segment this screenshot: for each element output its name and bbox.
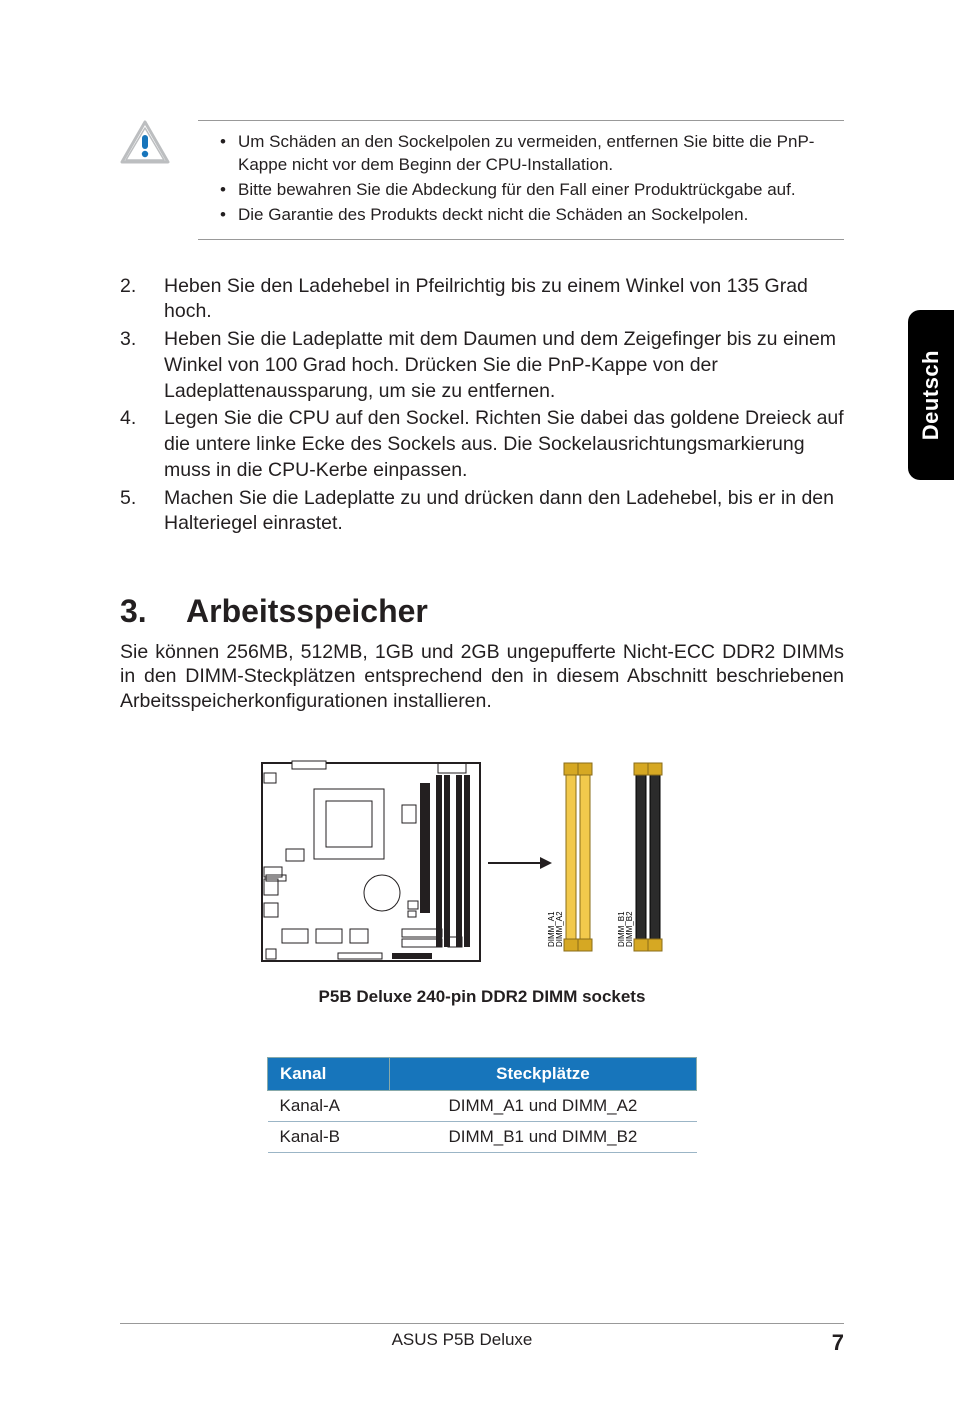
section-lead: Sie können 256MB, 512MB, 1GB und 2GB ung… [120, 640, 844, 713]
warning-icon [120, 120, 170, 166]
step-text: Heben Sie den Ladehebel in Pfeilrichtig … [164, 274, 844, 325]
footer-page-number: 7 [804, 1330, 844, 1356]
table-cell: DIMM_B1 und DIMM_B2 [389, 1122, 696, 1153]
table-cell: Kanal-A [268, 1091, 390, 1122]
table-header-slots: Steckplätze [389, 1058, 696, 1091]
table-row: Kanal-A DIMM_A1 und DIMM_A2 [268, 1091, 697, 1122]
dimm-label-b2: DIMM_B2 [625, 911, 634, 947]
warning-item: Bitte bewahren Sie die Abdeckung für den… [220, 179, 844, 202]
section-number: 3. [120, 593, 186, 630]
warning-text: Um Schäden an den Sockelpolen zu vermeid… [198, 120, 844, 240]
instruction-steps: 2. Heben Sie den Ladehebel in Pfeilricht… [120, 274, 844, 537]
section-title: Arbeitsspeicher [186, 593, 428, 629]
step-number: 5. [120, 486, 164, 537]
section-heading: 3.Arbeitsspeicher [120, 593, 844, 630]
table-cell: Kanal-B [268, 1122, 390, 1153]
step-number: 3. [120, 327, 164, 404]
step-number: 2. [120, 274, 164, 325]
warning-block: Um Schäden an den Sockelpolen zu vermeid… [120, 120, 844, 240]
table-header-channel: Kanal [268, 1058, 390, 1091]
page-footer: ASUS P5B Deluxe 7 [0, 1323, 954, 1356]
table-row: Kanal-B DIMM_B1 und DIMM_B2 [268, 1122, 697, 1153]
channel-table: Kanal Steckplätze Kanal-A DIMM_A1 und DI… [267, 1057, 697, 1153]
warning-item: Die Garantie des Produkts deckt nicht di… [220, 204, 844, 227]
warning-item: Um Schäden an den Sockelpolen zu vermeid… [220, 131, 844, 177]
step-number: 4. [120, 406, 164, 483]
dimm-label-a2: DIMM_A2 [555, 911, 564, 947]
diagram-caption: P5B Deluxe 240-pin DDR2 DIMM sockets [120, 987, 844, 1007]
step-text: Legen Sie die CPU auf den Sockel. Richte… [164, 406, 844, 483]
table-cell: DIMM_A1 und DIMM_A2 [389, 1091, 696, 1122]
step-text: Heben Sie die Ladeplatte mit dem Daumen … [164, 327, 844, 404]
motherboard-diagram: DIMM_A1 DIMM_A2 DIMM_B1 DIMM_B2 [120, 753, 844, 975]
footer-product: ASUS P5B Deluxe [120, 1330, 804, 1356]
step-text: Machen Sie die Ladeplatte zu und drücken… [164, 486, 844, 537]
